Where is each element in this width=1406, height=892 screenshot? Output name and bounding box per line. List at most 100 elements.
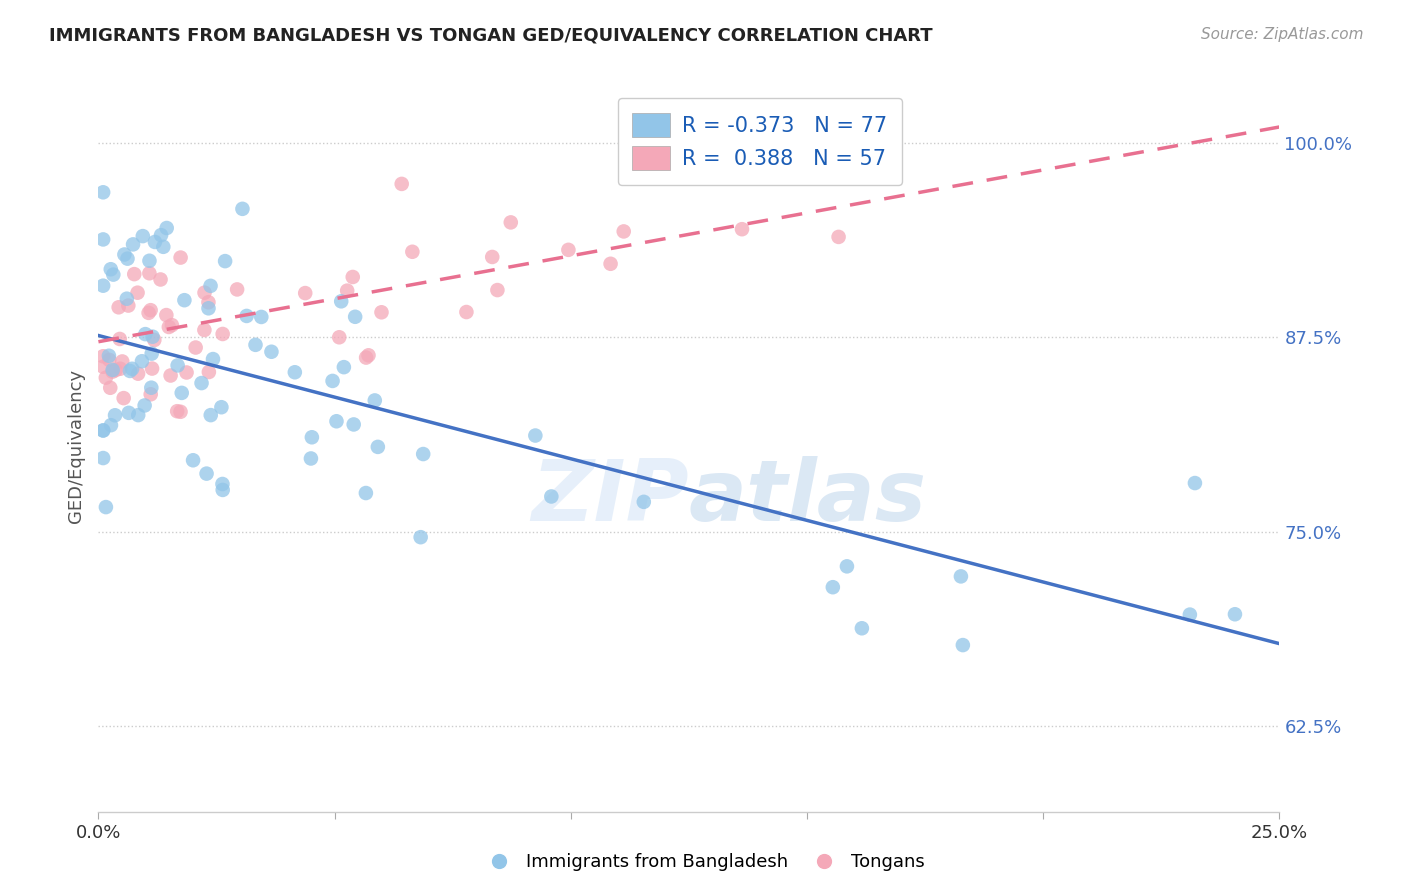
Point: [200, 278, 222, 293]
Point: [110, 361, 132, 376]
Point: [200, 408, 222, 422]
Point: [112, 391, 135, 405]
Point: [169, 251, 191, 265]
Point: [325, 414, 347, 428]
Point: [97, 349, 120, 363]
Point: [100, 418, 122, 433]
Point: [141, 346, 163, 360]
Point: [138, 266, 160, 280]
Point: [122, 267, 145, 281]
Point: [197, 301, 219, 316]
Point: [138, 306, 160, 320]
Point: [91, 349, 114, 363]
Point: [111, 354, 134, 368]
Point: [524, 428, 547, 442]
Point: [250, 310, 273, 324]
Point: [201, 352, 224, 367]
Point: [783, 159, 806, 173]
Point: [134, 399, 156, 413]
Point: [184, 341, 207, 355]
Point: [357, 348, 380, 362]
Point: [193, 323, 215, 337]
Point: [599, 257, 621, 271]
Point: [160, 318, 183, 332]
Point: [100, 262, 122, 277]
Point: [91, 424, 114, 438]
Point: [91, 278, 114, 293]
Point: [1223, 607, 1246, 622]
Point: [101, 363, 124, 377]
Point: [166, 359, 188, 373]
Point: [122, 237, 145, 252]
Point: [141, 381, 163, 395]
Point: [821, 580, 844, 594]
Point: [235, 309, 257, 323]
Point: [139, 387, 162, 401]
Point: [155, 308, 177, 322]
Point: [112, 247, 135, 261]
Point: [486, 283, 509, 297]
Point: [118, 406, 141, 420]
Point: [226, 282, 249, 296]
Point: [211, 326, 233, 341]
Point: [456, 305, 478, 319]
Legend: R = -0.373   N = 77, R =  0.388   N = 57: R = -0.373 N = 77, R = 0.388 N = 57: [617, 98, 901, 185]
Point: [540, 490, 562, 504]
Point: [104, 409, 127, 423]
Point: [949, 569, 972, 583]
Point: [245, 338, 267, 352]
Point: [142, 329, 165, 343]
Text: IMMIGRANTS FROM BANGLADESH VS TONGAN GED/EQUIVALENCY CORRELATION CHART: IMMIGRANTS FROM BANGLADESH VS TONGAN GED…: [49, 27, 932, 45]
Point: [91, 424, 114, 438]
Point: [157, 320, 180, 334]
Point: [322, 374, 344, 388]
Point: [1178, 607, 1201, 622]
Point: [98, 352, 121, 367]
Point: [156, 221, 179, 235]
Point: [342, 270, 364, 285]
Point: [731, 222, 754, 236]
Point: [328, 330, 350, 344]
Point: [364, 393, 387, 408]
Point: [176, 366, 198, 380]
Point: [851, 621, 873, 635]
Text: ZIP: ZIP: [531, 456, 689, 539]
Point: [409, 530, 432, 544]
Text: atlas: atlas: [689, 456, 927, 539]
Point: [294, 286, 316, 301]
Point: [193, 285, 215, 300]
Point: [481, 250, 503, 264]
Point: [231, 202, 253, 216]
Point: [169, 405, 191, 419]
Point: [198, 365, 221, 379]
Point: [91, 359, 114, 374]
Point: [115, 292, 138, 306]
Point: [127, 408, 149, 422]
Point: [139, 303, 162, 318]
Point: [499, 215, 522, 229]
Point: [190, 376, 212, 390]
Point: [94, 500, 117, 514]
Point: [336, 284, 359, 298]
Point: [209, 401, 232, 415]
Point: [104, 363, 127, 377]
Point: [117, 252, 139, 266]
Point: [181, 453, 204, 467]
Point: [143, 333, 166, 347]
Point: [91, 451, 114, 466]
Point: [170, 385, 193, 400]
Point: [354, 351, 377, 365]
Point: [195, 467, 218, 481]
Point: [299, 451, 322, 466]
Point: [103, 268, 125, 282]
Point: [557, 243, 579, 257]
Point: [94, 370, 117, 384]
Point: [333, 360, 356, 375]
Y-axis label: GED/Equivalency: GED/Equivalency: [66, 369, 84, 523]
Point: [118, 364, 141, 378]
Point: [101, 365, 124, 379]
Point: [952, 638, 974, 652]
Point: [211, 477, 233, 491]
Point: [401, 244, 423, 259]
Point: [159, 368, 181, 383]
